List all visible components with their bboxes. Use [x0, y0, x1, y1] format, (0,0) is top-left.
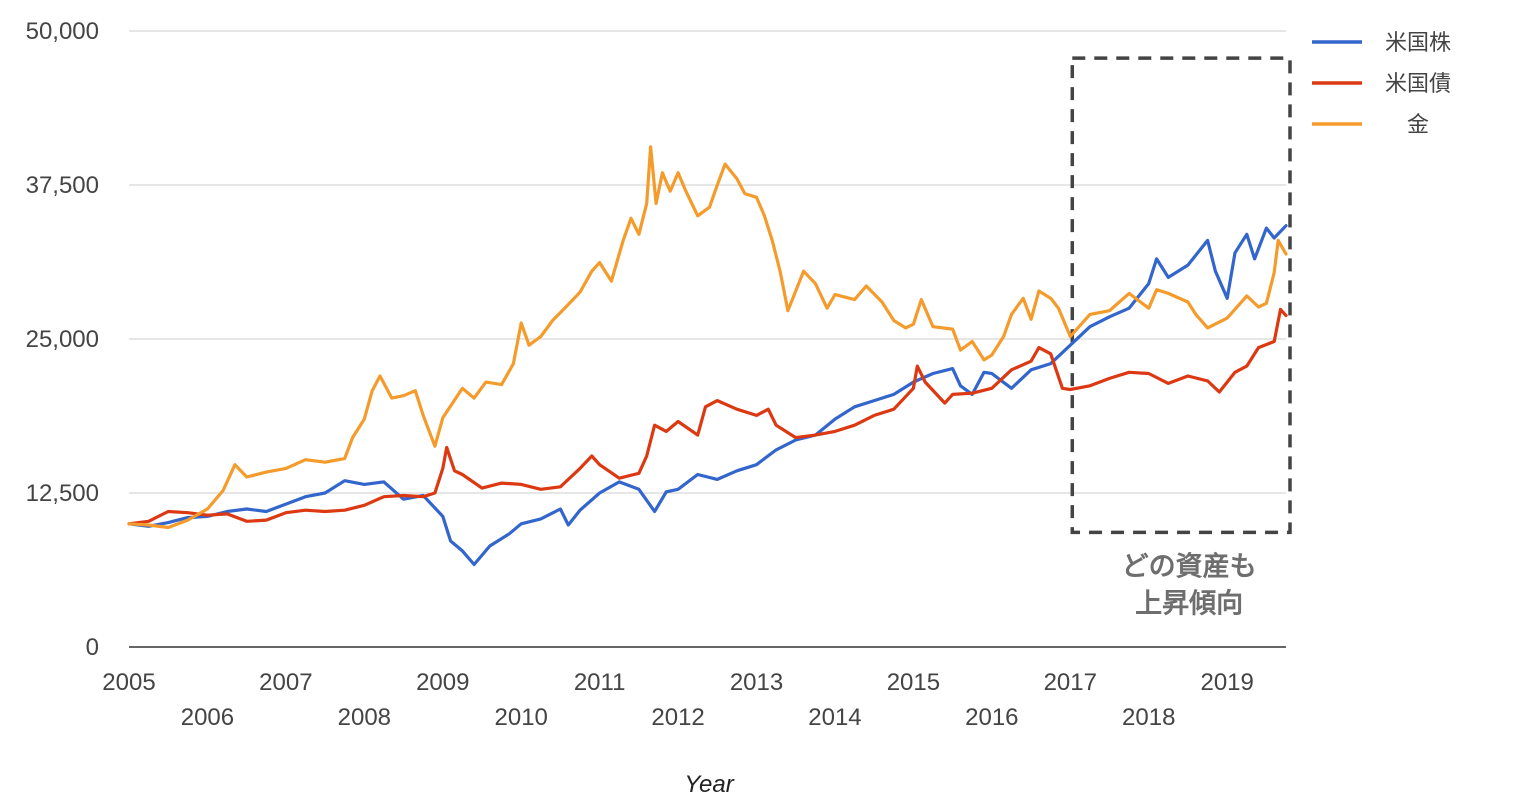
- gridlines: [129, 30, 1286, 648]
- annotation-text: どの資産も: [1122, 550, 1257, 582]
- x-tick-label: 2019: [1200, 669, 1253, 696]
- series-line-1: [127, 224, 1288, 567]
- legend-label: 米国債: [1385, 72, 1451, 97]
- x-tick-label: 2011: [574, 669, 626, 696]
- x-tick-label: 2005: [102, 669, 155, 696]
- y-tick-label: 50,000: [26, 18, 99, 45]
- x-axis-ticks: 2005 2006 2007 2008 2009 2010 2011 2012 2013 2014…: [102, 669, 1254, 731]
- y-tick-label: 0: [86, 634, 99, 661]
- annotation-text: 上昇傾向: [1135, 587, 1243, 619]
- y-tick-label: 25,000: [26, 326, 99, 353]
- y-axis-ticks: 0 12,500 25,000 37,500 50,000: [26, 18, 99, 661]
- x-tick-label: 2007: [259, 669, 312, 696]
- legend-label: 米国株: [1385, 31, 1451, 56]
- x-tick-label: 2010: [495, 704, 548, 731]
- series-lines: [127, 145, 1288, 567]
- legend-label: 金: [1407, 113, 1429, 138]
- x-axis-title: Year: [684, 771, 734, 798]
- x-tick-label: 2017: [1044, 669, 1097, 696]
- x-tick-label: 2006: [181, 704, 234, 731]
- series-line-2: [127, 307, 1288, 526]
- x-tick-label: 2013: [730, 669, 783, 696]
- x-tick-label: 2008: [338, 704, 391, 731]
- y-tick-label: 37,500: [26, 172, 99, 199]
- x-tick-label: 2018: [1122, 704, 1175, 731]
- y-tick-label: 12,500: [26, 480, 99, 507]
- x-tick-label: 2015: [887, 669, 940, 696]
- series-line-3: [127, 145, 1288, 530]
- annotation-box: [1070, 56, 1292, 535]
- x-tick-label: 2016: [965, 704, 1018, 731]
- x-tick-label: 2012: [651, 704, 704, 731]
- x-tick-label: 2009: [416, 669, 469, 696]
- x-tick-label: 2014: [808, 704, 861, 731]
